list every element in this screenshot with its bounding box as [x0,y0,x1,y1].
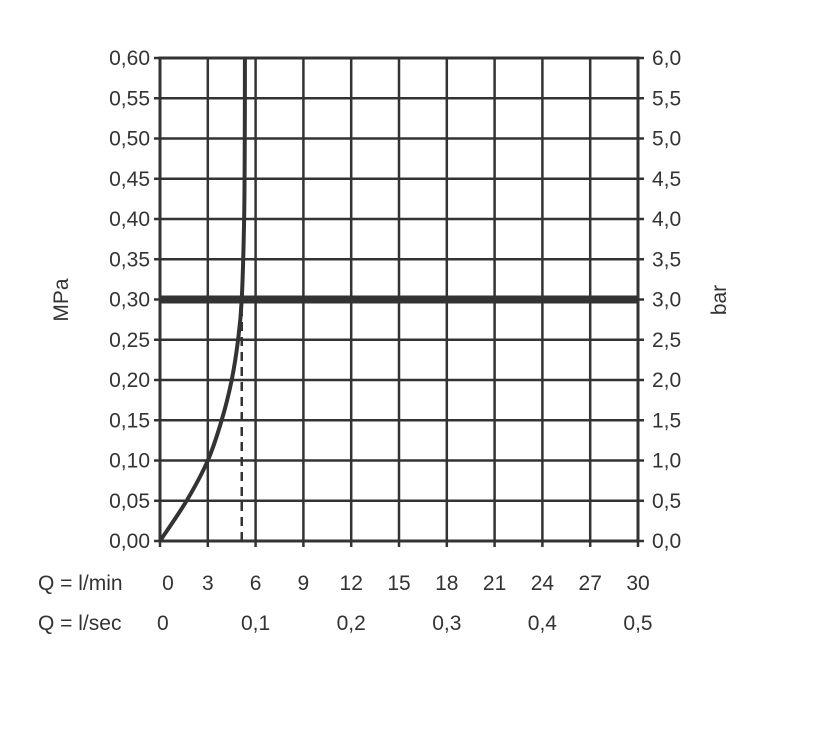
y-tick-label-right: 3,0 [652,289,681,312]
y-tick-label-right: 0,5 [652,490,681,513]
x-tick-label: 18 [435,572,458,595]
y-tick-label-right: 0,0 [652,530,681,553]
x-tick-label: 0,5 [623,612,652,635]
y-tick-label-right: 5,0 [652,128,681,151]
y-tick-label-right: 4,5 [652,168,681,191]
x-tick-label: 0,4 [528,612,558,635]
x-tick-label: 12 [340,572,363,595]
series-line [158,57,247,543]
y-tick-label-right: 6,0 [652,47,681,70]
y-tick-label-right: 3,5 [652,248,681,271]
x-tick-label: 15 [387,572,410,595]
y-tick-label-left: 0,00 [109,530,150,553]
y-tick-label-left: 0,15 [109,409,150,432]
y-tick-label-left: 0,55 [109,87,150,110]
y-tick-label-left: 0,10 [109,450,150,473]
x-tick-label: 27 [579,572,602,595]
y-axis-label-right: bar [708,285,731,315]
x-tick-label: 0 [157,612,169,635]
x-tick-label: 21 [483,572,506,595]
y-axis-label-left: MPa [50,278,73,322]
y-tick-label-right: 4,0 [652,208,681,231]
y-tick-label-right: 2,5 [652,329,681,352]
y-tick-label-left: 0,60 [109,47,150,70]
y-tick-label-left: 0,30 [109,289,150,312]
x-tick-label: 30 [626,572,649,595]
x-tick-label: 24 [531,572,555,595]
y-tick-label-right: 5,5 [652,87,681,110]
x-tick-label: 6 [250,572,262,595]
x-tick-label: 9 [298,572,310,595]
x-tick-label: 0,1 [241,612,270,635]
x-tick-label: 0,2 [337,612,366,635]
x-row-label: Q = l/sec [38,612,121,635]
y-tick-label-left: 0,45 [109,168,150,191]
chart-marks [158,57,638,543]
x-tick-label: 3 [202,572,214,595]
y-tick-label-right: 1,0 [652,450,681,473]
tick-labels: 0,00 0,00,05 0,50,10 1,00,15 1,50,20 2,00,25 2… [38,47,681,635]
y-tick-label-left: 0,05 [109,490,150,513]
y-tick-label-left: 0,20 [109,369,150,392]
y-tick-label-left: 0,40 [109,208,150,231]
y-tick-label-left: 0,35 [109,248,150,271]
x-tick-label: 0,3 [432,612,461,635]
y-tick-label-right: 2,0 [652,369,681,392]
y-tick-label-right: 1,5 [652,409,681,432]
y-tick-label-left: 0,25 [109,329,150,352]
x-row-label: Q = l/min [38,572,123,595]
y-tick-label-left: 0,50 [109,128,150,151]
x-tick-label: 0 [162,572,174,595]
